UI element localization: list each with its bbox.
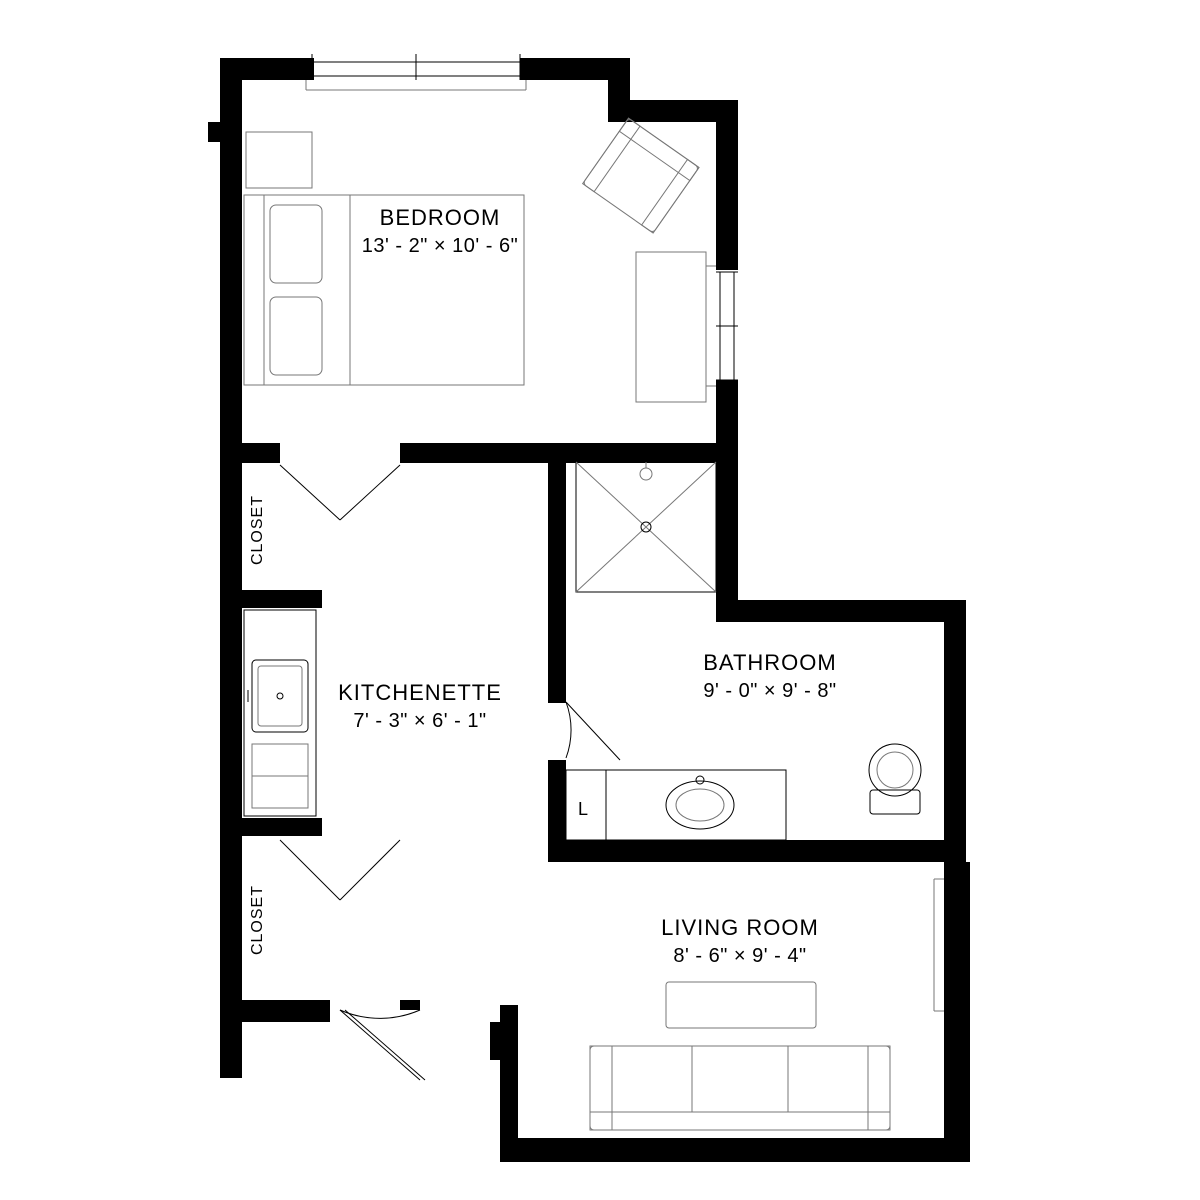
closet-upper-label: CLOSET xyxy=(249,495,266,565)
bedroom-dim: 13' - 2" × 10' - 6" xyxy=(362,235,518,257)
furniture: L xyxy=(244,118,921,1130)
kitchenette-name: KITCHENETTE xyxy=(338,680,502,705)
armchair-bedroom xyxy=(583,118,699,233)
shower xyxy=(576,462,716,592)
closet-lower-label: CLOSET xyxy=(249,885,266,955)
kitchenette-counter xyxy=(244,610,316,816)
door-closet-lower xyxy=(280,840,400,900)
dresser xyxy=(636,252,706,402)
doors xyxy=(280,465,620,1080)
nightstand xyxy=(246,132,312,188)
living-dim: 8' - 6" × 9' - 4" xyxy=(673,945,806,967)
door-closet-upper xyxy=(280,465,400,520)
bathroom-dim: 9' - 0" × 9' - 8" xyxy=(703,680,836,702)
window-bedroom-top-left xyxy=(306,54,526,90)
linen-label: L xyxy=(578,799,589,819)
living-name: LIVING ROOM xyxy=(661,915,819,940)
door-entry xyxy=(340,1010,425,1080)
window-bedroom-right xyxy=(706,266,738,386)
vanity xyxy=(606,770,786,840)
toilet xyxy=(869,744,921,814)
sofa xyxy=(590,1046,890,1130)
bedroom-name: BEDROOM xyxy=(380,205,501,230)
floor-plan: L xyxy=(0,0,1200,1200)
door-bathroom xyxy=(566,702,620,760)
windows xyxy=(306,54,968,1011)
coffee-table xyxy=(666,982,816,1028)
kitchenette-dim: 7' - 3" × 6' - 1" xyxy=(353,710,486,732)
bathroom-name: BATHROOM xyxy=(703,650,836,675)
